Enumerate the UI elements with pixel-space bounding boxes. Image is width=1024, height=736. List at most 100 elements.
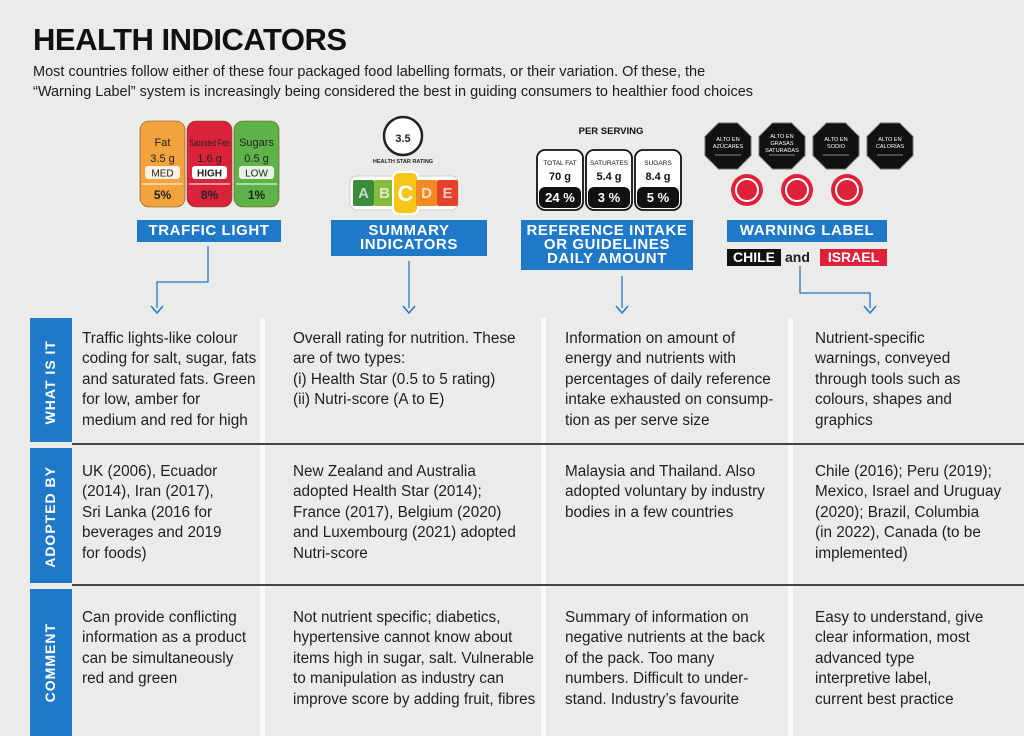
warning-text: ALTO EN <box>770 134 793 140</box>
amount: 8.4 g <box>645 171 670 183</box>
cell-line: improve score by adding fruit, fibres <box>293 690 536 708</box>
cell-line: adopted Health Star (2014); <box>293 483 482 501</box>
row-label: WHAT IS IT <box>42 340 58 425</box>
health-star-badge <box>382 115 424 157</box>
cell-line: (2020); Brazil, Columbia <box>815 503 980 521</box>
cell-line: medium and red for high <box>82 411 248 429</box>
warning-text: AZÚCARES <box>713 143 744 150</box>
warning-text: ALTO EN <box>824 137 847 143</box>
health-star-caption: HEALTH STAR RATING <box>373 159 433 165</box>
percent: 3 % <box>598 190 621 205</box>
cell-line: (ii) Nutri-score (A to E) <box>293 391 445 409</box>
grade <box>353 180 374 206</box>
cell-line: beverages and 2019 <box>82 524 222 542</box>
cell-line: stand. Industry’s favourite <box>565 690 740 708</box>
country: ISRAEL <box>820 249 887 266</box>
percent: 8% <box>201 188 219 202</box>
format-label-line: DAILY AMOUNT <box>547 250 667 267</box>
column-divider <box>260 318 265 736</box>
subtitle: Most countries follow either of these fo… <box>33 64 706 80</box>
warning-octagon <box>704 122 752 170</box>
cell-line: Information on amount of <box>565 330 736 347</box>
grade-letter: A <box>358 185 369 202</box>
cell-line: intake exhausted on consump- <box>565 391 774 409</box>
cell-line: for low, amber for <box>82 391 201 409</box>
cell-line: Sri Lanka (2016 for <box>82 503 213 521</box>
percent: 5 % <box>647 190 670 205</box>
nutrient-name: Saturated Fats <box>190 138 230 148</box>
format-label-line: TRAFFIC LIGHT <box>148 222 270 239</box>
cell-line: information as a product <box>82 629 247 647</box>
nutrient-name: Fat <box>155 137 171 149</box>
cell-line: interpretive label, <box>815 670 932 688</box>
title: HEALTH INDICATORS <box>33 22 347 57</box>
warning-text: ALTO EN <box>878 137 901 143</box>
warning-text: SATURADAS <box>765 148 799 154</box>
format-label-line: SUMMARY <box>368 222 450 239</box>
format-label: REFERENCE INTAKE OR GUIDELINES DAILY AMOUN… <box>521 220 693 270</box>
cell-line: through tools such as <box>815 370 961 388</box>
per-serving: PER SERVING <box>579 126 644 137</box>
connectors <box>156 246 871 308</box>
format-label-line: WARNING LABEL <box>739 222 875 239</box>
row-label: COMMENT <box>42 623 58 703</box>
warning-octagon <box>866 122 914 170</box>
traffic-panel <box>186 120 233 208</box>
cell-line: Nutri-score <box>293 544 368 562</box>
country-joiner: and <box>785 249 810 265</box>
warning-text: ALTO EN <box>716 137 739 143</box>
level: LOW <box>245 169 268 180</box>
format-label-line: REFERENCE INTAKE <box>526 222 688 239</box>
grade-letter: E <box>442 185 452 202</box>
cell-line: to manipulation as industry can <box>293 670 504 688</box>
cell-line: Overall rating for nutrition. These <box>293 330 516 347</box>
nutrient-name: TOTAL FAT <box>543 160 576 167</box>
subtitle: “Warning Label” system is increasingly b… <box>33 84 754 100</box>
cell-line: Not nutrient specific; diabetics, <box>293 609 501 626</box>
row-divider <box>72 584 1024 586</box>
cell-line: warnings, conveyed <box>815 350 951 368</box>
cell-line: advanced type <box>815 649 915 667</box>
grade <box>437 180 458 206</box>
level-box <box>239 166 274 179</box>
format-label: WARNING LABEL <box>727 220 887 242</box>
health-star-rating: 3.5 <box>395 133 410 145</box>
country: CHILE <box>727 249 781 266</box>
cell-line: (2014), Iran (2017), <box>82 483 214 501</box>
cell-line: and Luxembourg (2021) adopted <box>293 524 516 542</box>
cell-line: negative nutrients at the back <box>565 629 765 647</box>
percent: 1% <box>248 188 266 202</box>
cell-line: coding for salt, sugar, fats <box>82 350 257 368</box>
cell-line: tion as per serve size <box>565 411 710 429</box>
israel-symbol-ring <box>785 178 809 202</box>
amount: 5.4 g <box>596 171 621 183</box>
cell-line: Summary of information on <box>565 609 749 626</box>
amount: 3.5 g <box>150 153 174 165</box>
level-box <box>192 166 227 179</box>
israel-symbol-ring <box>835 178 859 202</box>
cell-line: colours, shapes and <box>815 391 952 409</box>
cell-line: can be simultaneously <box>82 649 234 667</box>
cell-line: New Zealand and Australia <box>293 463 476 480</box>
format-label-line: OR GUIDELINES <box>543 236 671 253</box>
cell-line: of the pack. Too many <box>565 649 715 667</box>
cell-line: UK (2006), Ecuador <box>82 463 218 480</box>
percent-box <box>588 187 630 208</box>
format-label: SUMMARY INDICATORS <box>331 220 487 256</box>
arrowheads <box>150 305 877 315</box>
format-label-line: INDICATORS <box>360 236 458 253</box>
cell-line: Malaysia and Thailand. Also <box>565 463 756 480</box>
grade-letter: B <box>379 185 390 202</box>
traffic-panel <box>233 120 280 208</box>
column-divider <box>541 318 546 736</box>
grade <box>374 180 395 206</box>
row-label: ADOPTED BY <box>42 466 58 568</box>
percent: 24 % <box>545 190 575 205</box>
cell-line: for foods) <box>82 544 147 562</box>
cell-line: items high in sugar, salt. Vulnerable <box>293 649 534 667</box>
cell-line: Nutrient-specific <box>815 330 925 347</box>
cell-line: Mexico, Israel and Uruguay <box>815 483 1002 501</box>
nutrient-name: Sugars <box>239 137 274 149</box>
cell-line: clear information, most <box>815 629 970 647</box>
